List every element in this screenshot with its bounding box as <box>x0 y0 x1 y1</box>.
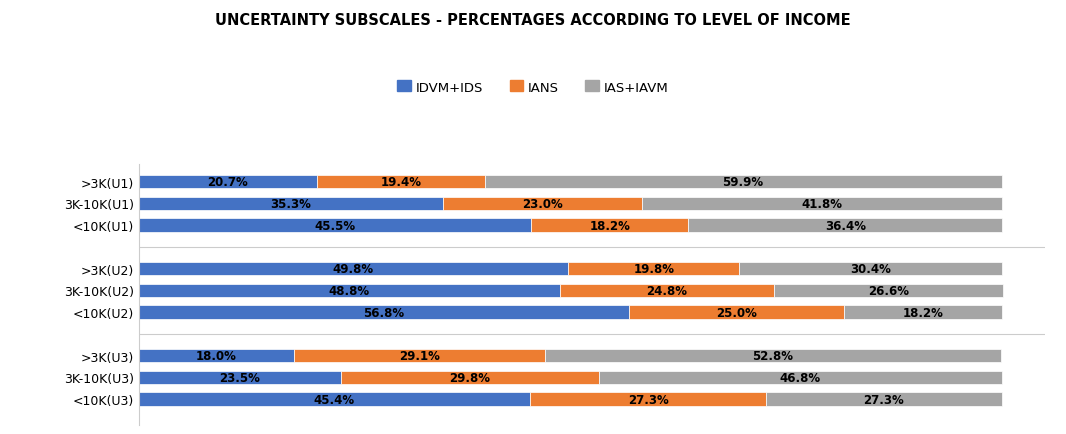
Text: 30.4%: 30.4% <box>850 263 891 276</box>
Text: 45.4%: 45.4% <box>313 393 355 406</box>
Bar <box>545 349 1001 363</box>
Bar <box>766 393 1002 406</box>
Text: UNCERTAINTY SUBSCALES - PERCENTAGES ACCORDING TO LEVEL OF INCOME: UNCERTAINTY SUBSCALES - PERCENTAGES ACCO… <box>215 13 851 28</box>
Bar <box>560 284 774 298</box>
Text: 18.2%: 18.2% <box>589 219 630 232</box>
Text: 45.5%: 45.5% <box>314 219 355 232</box>
Text: 46.8%: 46.8% <box>780 371 821 384</box>
Text: 36.4%: 36.4% <box>825 219 866 232</box>
Bar <box>139 197 443 211</box>
Text: 35.3%: 35.3% <box>271 197 311 210</box>
Bar <box>139 262 568 276</box>
Text: 23.0%: 23.0% <box>522 197 563 210</box>
Text: 24.8%: 24.8% <box>646 284 688 297</box>
Bar <box>689 219 1002 233</box>
Text: 27.3%: 27.3% <box>863 393 904 406</box>
Bar <box>139 349 294 363</box>
Bar <box>485 175 1002 189</box>
Legend: IDVM+IDS, IANS, IAS+IAVM: IDVM+IDS, IANS, IAS+IAVM <box>392 76 674 99</box>
Text: 59.9%: 59.9% <box>723 176 763 189</box>
Bar <box>139 175 318 189</box>
Text: 18.0%: 18.0% <box>196 349 237 362</box>
Bar <box>739 262 1002 276</box>
Bar <box>568 262 739 276</box>
Text: 18.2%: 18.2% <box>903 306 943 319</box>
Bar <box>294 349 545 363</box>
Text: 19.4%: 19.4% <box>381 176 421 189</box>
Bar <box>774 284 1003 298</box>
Bar <box>139 219 531 233</box>
Text: 29.8%: 29.8% <box>450 371 490 384</box>
Bar <box>642 197 1002 211</box>
Bar <box>629 306 844 319</box>
Text: 48.8%: 48.8% <box>328 284 370 297</box>
Bar <box>341 371 598 385</box>
Text: 19.8%: 19.8% <box>633 263 675 276</box>
Text: 23.5%: 23.5% <box>220 371 260 384</box>
Bar <box>531 393 766 406</box>
Text: 26.6%: 26.6% <box>868 284 909 297</box>
Text: 29.1%: 29.1% <box>399 349 440 362</box>
Bar <box>844 306 1002 319</box>
Text: 20.7%: 20.7% <box>208 176 248 189</box>
Text: 52.8%: 52.8% <box>753 349 793 362</box>
Bar <box>139 284 560 298</box>
Bar <box>139 306 629 319</box>
Bar <box>443 197 642 211</box>
Bar <box>531 219 689 233</box>
Bar <box>139 371 341 385</box>
Text: 49.8%: 49.8% <box>333 263 374 276</box>
Text: 41.8%: 41.8% <box>802 197 842 210</box>
Text: 25.0%: 25.0% <box>716 306 757 319</box>
Bar <box>139 393 531 406</box>
Text: 56.8%: 56.8% <box>364 306 404 319</box>
Text: 27.3%: 27.3% <box>628 393 668 406</box>
Bar <box>598 371 1002 385</box>
Bar <box>318 175 485 189</box>
